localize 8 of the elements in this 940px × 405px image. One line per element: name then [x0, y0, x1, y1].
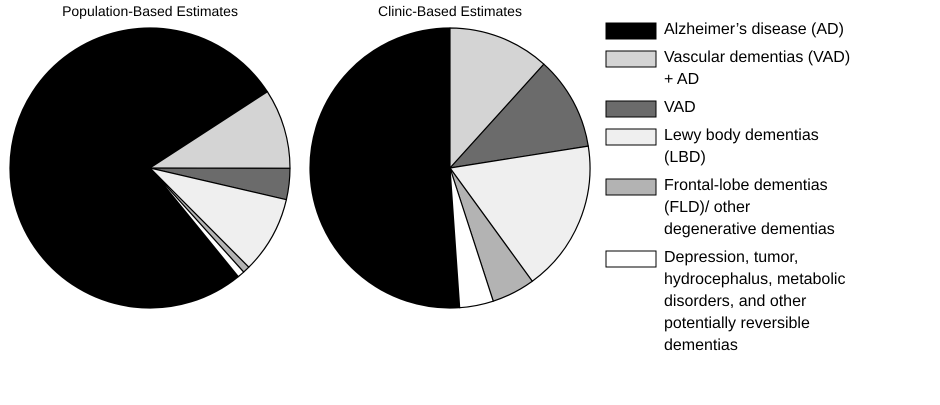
chart-title: Population-Based Estimates [62, 3, 238, 19]
legend-label: Vascular dementias (VAD) + AD [664, 49, 850, 88]
legend-label: Alzheimer’s disease (AD) [664, 21, 844, 38]
legend-label: Frontal-lobe dementias (FLD)/ other degenerative dementias [664, 177, 835, 238]
legend-label: Lewy body dementias (LBD) [664, 127, 819, 166]
legend-label: Depression, tumor, hydrocephalus, metabolic disorders, and other potentially reversible dementias [664, 249, 846, 354]
legend-label: VAD [664, 99, 696, 116]
chart-title: Clinic-Based Estimates [378, 3, 522, 19]
